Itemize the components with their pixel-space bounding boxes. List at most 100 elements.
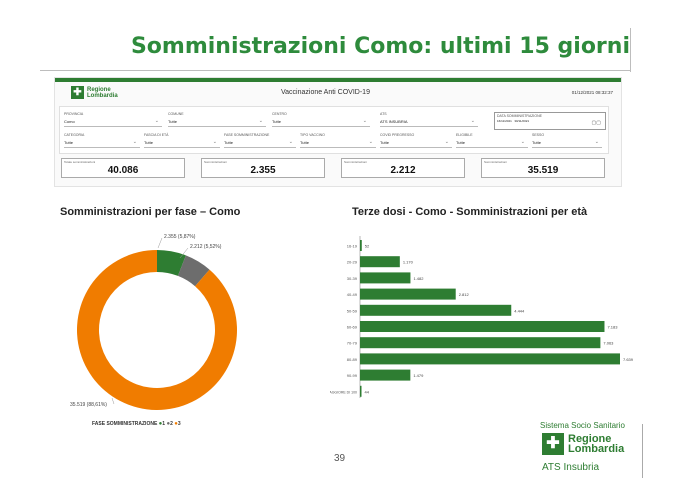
chevron-down-icon: ⌄ xyxy=(444,139,449,145)
donut-leader-3 xyxy=(111,397,115,405)
regione-cross-icon: ✚ xyxy=(542,433,564,455)
filter-data-somministrazione[interactable]: Data somministrazione 16/11/2021 30/11/2… xyxy=(494,112,606,130)
bar-value-label: 44 xyxy=(365,389,370,394)
bar-category-label: 20-29 xyxy=(347,260,358,265)
regione-cross-icon: ✚ xyxy=(71,86,84,99)
bar-category-label: 50-59 xyxy=(347,308,358,313)
footer-divider xyxy=(642,424,643,478)
filter-provincia[interactable]: Provincia Como ⌄ xyxy=(64,112,162,127)
bar-value-label: 1.482 xyxy=(413,276,424,281)
legend-dot-3: ● xyxy=(174,421,178,427)
bar-value-label: 52 xyxy=(365,244,370,249)
filter-tipo-vaccino[interactable]: Tipo vaccino Tutte ⌄ xyxy=(300,133,376,148)
bar-value-label: 7.063 xyxy=(603,341,614,346)
calendar-icon: ▢▢ xyxy=(591,120,601,126)
donut-data-label-1: 2.355 (5,87%) xyxy=(164,234,196,240)
date-from: 16/11/2021 xyxy=(497,119,512,123)
donut-slice-1[interactable] xyxy=(157,250,186,276)
bar-50-59[interactable] xyxy=(360,304,512,316)
filter-fascia-eta[interactable]: Fascia di età Tutte ⌄ xyxy=(144,133,220,148)
bar-category-label: 80-89 xyxy=(347,357,358,362)
dashboard-panel: ✚ Regione Lombardia Vaccinazione Anti CO… xyxy=(54,77,622,187)
dashboard-title: Vaccinazione Anti COVID-19 xyxy=(281,89,370,96)
bar-value-label: 2.812 xyxy=(459,292,470,297)
filter-ats[interactable]: ATS ATS INSUBRIA ⌄ xyxy=(380,112,478,127)
legend-title: FASE SOMMINISTRAZIONE xyxy=(92,421,158,427)
kpi-card-fase3: Somministrazioni 35.519 xyxy=(481,158,605,178)
bar-60-69[interactable] xyxy=(360,321,605,332)
filter-covid-pregresso[interactable]: Covid pregresso Tutte ⌄ xyxy=(380,133,452,148)
legend-item-1: 1 xyxy=(162,421,166,427)
chevron-down-icon: ⌄ xyxy=(520,139,525,145)
bar-value-label: 7.183 xyxy=(607,325,618,330)
bar-30-39[interactable] xyxy=(360,272,411,284)
dashboard-logo: ✚ Regione Lombardia xyxy=(71,86,118,99)
donut-slice-3[interactable] xyxy=(76,250,237,410)
chevron-down-icon: ⌄ xyxy=(258,118,263,124)
chevron-down-icon: ⌄ xyxy=(212,139,217,145)
filter-eligibile[interactable]: Eligibile Tutte ⌄ xyxy=(456,133,528,148)
logo-line-2: Lombardia xyxy=(87,92,118,99)
donut-leader-2 xyxy=(179,247,189,259)
bar-chart: 16-19 52 20-29 1.170 30-39 1.482 40-49 2.812 50-… xyxy=(330,236,634,398)
bar-maggiore-di-100[interactable] xyxy=(360,385,362,397)
donut-leader-1 xyxy=(157,237,163,249)
slide-title: Somministrazioni Como: ultimi 15 giorni xyxy=(130,34,630,59)
title-divider xyxy=(40,70,630,71)
donut-legend: FASE SOMMINISTRAZIONE ●1 ●2 ●3 xyxy=(92,421,181,427)
donut-chart-title: Somministrazioni per fase – Como xyxy=(60,206,241,218)
footer-ats: ATS Insubria xyxy=(542,462,600,473)
filter-fase-somministrazione[interactable]: Fase somministrazione Tutte ⌄ xyxy=(224,133,296,148)
donut-chart: 2.355 (5,87%) 2.212 (5,52%) 35.519 (88,61%… xyxy=(70,234,237,410)
kpi-card-fase1: Somministrazioni 2.355 xyxy=(201,158,325,178)
kpi-card-fase2: Somministrazioni 2.212 xyxy=(341,158,465,178)
chevron-down-icon: ⌄ xyxy=(368,139,373,145)
filter-comune[interactable]: Comune Tutte ⌄ xyxy=(168,112,266,127)
bar-category-label: 70-79 xyxy=(347,341,358,346)
bar-category-label: 16-19 xyxy=(347,244,358,249)
chevron-down-icon: ⌄ xyxy=(470,118,475,124)
footer-brand-line-1: Regione xyxy=(568,433,612,445)
filter-categoria[interactable]: Categoria Tutte ⌄ xyxy=(64,133,140,148)
dashboard-top-bar xyxy=(55,78,621,82)
footer-brand: Sistema Socio Sanitario ✚ Regione Lombar… xyxy=(540,421,636,479)
footer-brand-line-2: Lombardia xyxy=(568,443,625,455)
bar-16-19[interactable] xyxy=(360,240,362,251)
bar-category-label: 40-49 xyxy=(347,292,358,297)
bar-category-label: 60-69 xyxy=(347,325,358,330)
kpi-row: Totale somministrazioni 40.086 Somminist… xyxy=(59,158,615,180)
legend-dot-1: ● xyxy=(158,421,163,427)
bar-category-label: 90-99 xyxy=(347,373,358,378)
bar-80-89[interactable] xyxy=(360,353,620,365)
bar-90-99[interactable] xyxy=(360,369,411,381)
kpi-card-totale: Totale somministrazioni 40.086 xyxy=(61,158,185,178)
donut-data-label-3: 35.519 (88,61%) xyxy=(70,402,107,408)
footer-logo: ✚ Regione Lombardia xyxy=(542,433,624,455)
bar-value-label: 7.639 xyxy=(623,357,634,362)
bar-value-label: 4.444 xyxy=(514,308,525,313)
bar-70-79[interactable] xyxy=(360,337,601,349)
chevron-down-icon: ⌄ xyxy=(594,139,599,145)
bar-value-label: 1.479 xyxy=(413,373,424,378)
bar-chart-title: Terze dosi - Como - Somministrazioni per… xyxy=(352,206,588,218)
title-side-rule xyxy=(630,28,631,72)
legend-item-2: 2 xyxy=(170,421,173,427)
filters-area: Provincia Como ⌄ Comune Tutte ⌄ Centro T… xyxy=(59,106,609,154)
legend-item-3: 3 xyxy=(177,421,181,427)
page-number: 39 xyxy=(334,453,346,464)
donut-slice-2[interactable] xyxy=(177,255,210,287)
date-to: 30/11/2021 xyxy=(514,119,530,123)
chevron-down-icon: ⌄ xyxy=(132,139,137,145)
bar-value-label: 1.170 xyxy=(403,260,414,265)
chevron-down-icon: ⌄ xyxy=(288,139,293,145)
filter-sesso[interactable]: Sesso Tutte ⌄ xyxy=(532,133,602,148)
filter-centro[interactable]: Centro Tutte ⌄ xyxy=(272,112,370,127)
bar-category-label: MAGGIORE DI 100 xyxy=(330,390,357,394)
legend-dot-2: ● xyxy=(166,421,171,427)
footer-system-text: Sistema Socio Sanitario xyxy=(540,421,625,430)
dashboard-date: 01/12/2021 08:32:37 xyxy=(571,90,613,95)
bar-20-29[interactable] xyxy=(360,256,400,268)
bar-category-label: 30-39 xyxy=(347,276,358,281)
chevron-down-icon: ⌄ xyxy=(154,118,159,124)
bar-40-49[interactable] xyxy=(360,288,456,300)
